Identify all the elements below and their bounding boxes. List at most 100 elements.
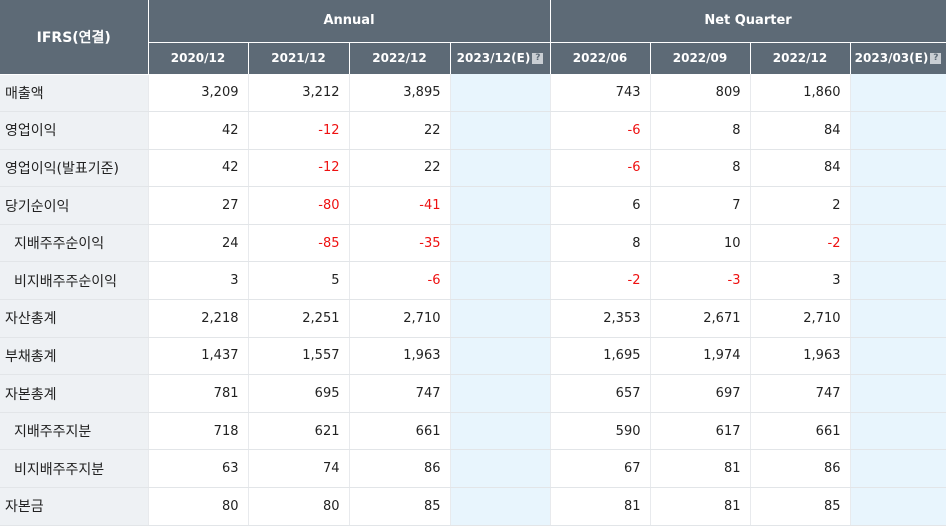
row-label: 지배주주순이익	[0, 224, 149, 263]
table-cell: 1,963	[349, 337, 451, 376]
group-header-annual: Annual	[148, 0, 551, 43]
table-row: 당기순이익 27 -80 -41 6 7 2	[0, 186, 946, 225]
table-cell: -80	[248, 186, 350, 225]
table-cell: 22	[349, 111, 451, 150]
table-cell: 657	[550, 374, 651, 413]
table-cell	[850, 487, 946, 526]
table-cell	[850, 186, 946, 225]
table-cell: -12	[248, 111, 350, 150]
table-row: 영업이익 42 -12 22 -6 8 84	[0, 111, 946, 150]
table-cell: 743	[550, 74, 651, 113]
table-cell: -85	[248, 224, 350, 263]
table-cell	[450, 261, 551, 301]
table-cell: 24	[148, 224, 249, 263]
table-cell: -6	[550, 111, 651, 150]
table-cell: 22	[349, 149, 451, 188]
column-header-estimate: 2023/03(E)?	[850, 42, 946, 74]
table-row: 자본금 80 80 85 81 81 85	[0, 487, 946, 526]
table-cell: 81	[650, 487, 751, 526]
row-label: 영업이익	[0, 111, 149, 150]
table-cell: 80	[148, 487, 249, 526]
table-cell: 621	[248, 412, 350, 451]
table-cell: 85	[349, 487, 451, 526]
table-cell: 8	[650, 111, 751, 150]
table-cell: 27	[148, 186, 249, 225]
table-cell: 3,209	[148, 74, 249, 113]
help-icon[interactable]: ?	[532, 53, 544, 65]
table-cell: 1,437	[148, 337, 249, 376]
table-cell: 6	[550, 186, 651, 225]
table-cell: 86	[750, 449, 851, 489]
row-label: 비지배주주지분	[0, 449, 149, 489]
table-cell	[850, 449, 946, 489]
column-header: 2020/12	[148, 42, 249, 74]
table-cell	[450, 299, 551, 338]
table-row: 비지배주주지분 63 74 86 67 81 86	[0, 449, 946, 489]
table-cell	[850, 261, 946, 301]
table-cell: 2	[750, 186, 851, 225]
table-cell	[450, 487, 551, 526]
table-cell: 809	[650, 74, 751, 113]
table-cell	[850, 374, 946, 413]
table-cell: 3,212	[248, 74, 350, 113]
table-cell: 617	[650, 412, 751, 451]
table-cell	[450, 412, 551, 451]
row-label: 자본총계	[0, 374, 149, 413]
table-cell	[850, 412, 946, 451]
column-header: 2021/12	[248, 42, 350, 74]
column-header: 2022/06	[550, 42, 651, 74]
column-header-label: 2023/12(E)	[456, 51, 531, 66]
table-cell: -6	[550, 149, 651, 188]
table-cell: -41	[349, 186, 451, 225]
row-label: 당기순이익	[0, 186, 149, 225]
table-cell	[450, 186, 551, 225]
table-cell: 5	[248, 261, 350, 301]
table-row: 영업이익(발표기준) 42 -12 22 -6 8 84	[0, 149, 946, 188]
table-cell	[450, 149, 551, 188]
row-label: 매출액	[0, 74, 149, 113]
table-cell: 63	[148, 449, 249, 489]
table-cell: -2	[550, 261, 651, 301]
table-cell: 3	[750, 261, 851, 301]
table-cell	[450, 111, 551, 150]
table-row: 지배주주순이익 24 -85 -35 8 10 -2	[0, 224, 946, 263]
table-cell: 1,974	[650, 337, 751, 376]
table-cell: 1,963	[750, 337, 851, 376]
table-cell: 1,695	[550, 337, 651, 376]
table-cell: 74	[248, 449, 350, 489]
table-cell: 42	[148, 149, 249, 188]
table-row: 자본총계 781 695 747 657 697 747	[0, 374, 946, 413]
column-header: 2022/12	[750, 42, 851, 74]
column-header: 2022/09	[650, 42, 751, 74]
table-cell: 1,860	[750, 74, 851, 113]
table-cell: 2,671	[650, 299, 751, 338]
table-cell: 747	[349, 374, 451, 413]
help-icon[interactable]: ?	[930, 53, 942, 65]
table-row: 지배주주지분 718 621 661 590 617 661	[0, 412, 946, 451]
table-cell: 10	[650, 224, 751, 263]
table-cell: 81	[550, 487, 651, 526]
table-cell	[450, 374, 551, 413]
table-cell: 84	[750, 111, 851, 150]
table-cell: 2,251	[248, 299, 350, 338]
table-row: 자산총계 2,218 2,251 2,710 2,353 2,671 2,710	[0, 299, 946, 338]
table-cell: 661	[750, 412, 851, 451]
table-cell: 3,895	[349, 74, 451, 113]
table-cell	[450, 449, 551, 489]
table-cell: 2,353	[550, 299, 651, 338]
header-corner-ifrs: IFRS(연결)	[0, 0, 149, 75]
table-cell	[850, 74, 946, 113]
table-cell: 2,710	[349, 299, 451, 338]
table-cell: 8	[650, 149, 751, 188]
table-cell: 590	[550, 412, 651, 451]
table-cell: -6	[349, 261, 451, 301]
table-cell: -3	[650, 261, 751, 301]
table-cell: 695	[248, 374, 350, 413]
table-cell	[850, 149, 946, 188]
row-label: 자산총계	[0, 299, 149, 338]
table-cell: 1,557	[248, 337, 350, 376]
table-cell: -12	[248, 149, 350, 188]
table-cell: 7	[650, 186, 751, 225]
table-row: 비지배주주순이익 3 5 -6 -2 -3 3	[0, 261, 946, 301]
